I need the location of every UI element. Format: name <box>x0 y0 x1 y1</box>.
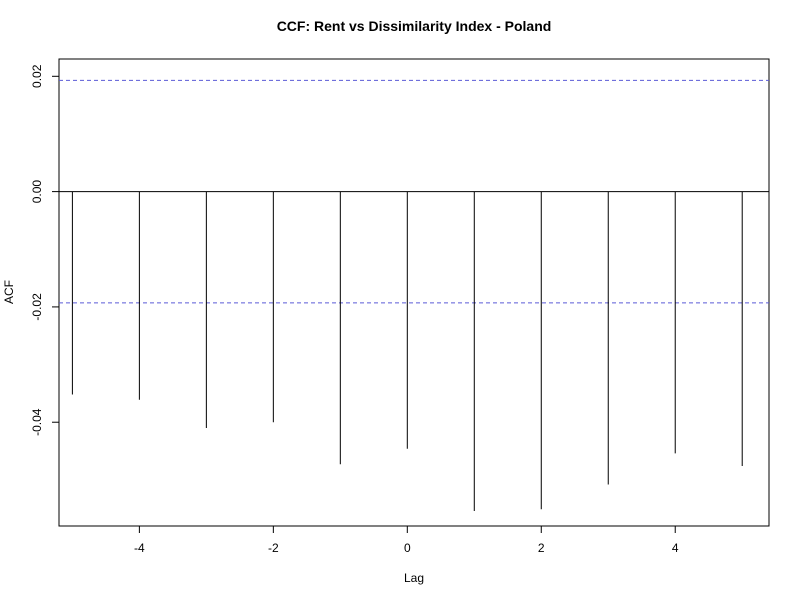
x-tick-label: 2 <box>538 541 545 555</box>
plot-frame <box>58 58 770 527</box>
confidence-lines <box>59 79 769 304</box>
y-tick-label: 0.00 <box>30 180 44 204</box>
x-tick-label: -2 <box>268 541 279 555</box>
y-tick-label: -0.04 <box>30 408 44 436</box>
x-tick-label: 0 <box>404 541 411 555</box>
ccf-bars <box>71 191 743 512</box>
y-tick-label: -0.02 <box>30 293 44 321</box>
x-axis-label: Lag <box>404 571 424 585</box>
x-tick-label: -4 <box>134 541 145 555</box>
x-tick-label: 4 <box>672 541 679 555</box>
chart-title: CCF: Rent vs Dissimilarity Index - Polan… <box>277 18 552 34</box>
y-tick-label: 0.02 <box>30 64 44 88</box>
y-axis: -0.04 -0.02 0.00 0.02 <box>30 64 59 436</box>
y-axis-label: ACF <box>2 280 16 304</box>
x-axis: -4 -2 0 2 4 <box>134 526 679 555</box>
